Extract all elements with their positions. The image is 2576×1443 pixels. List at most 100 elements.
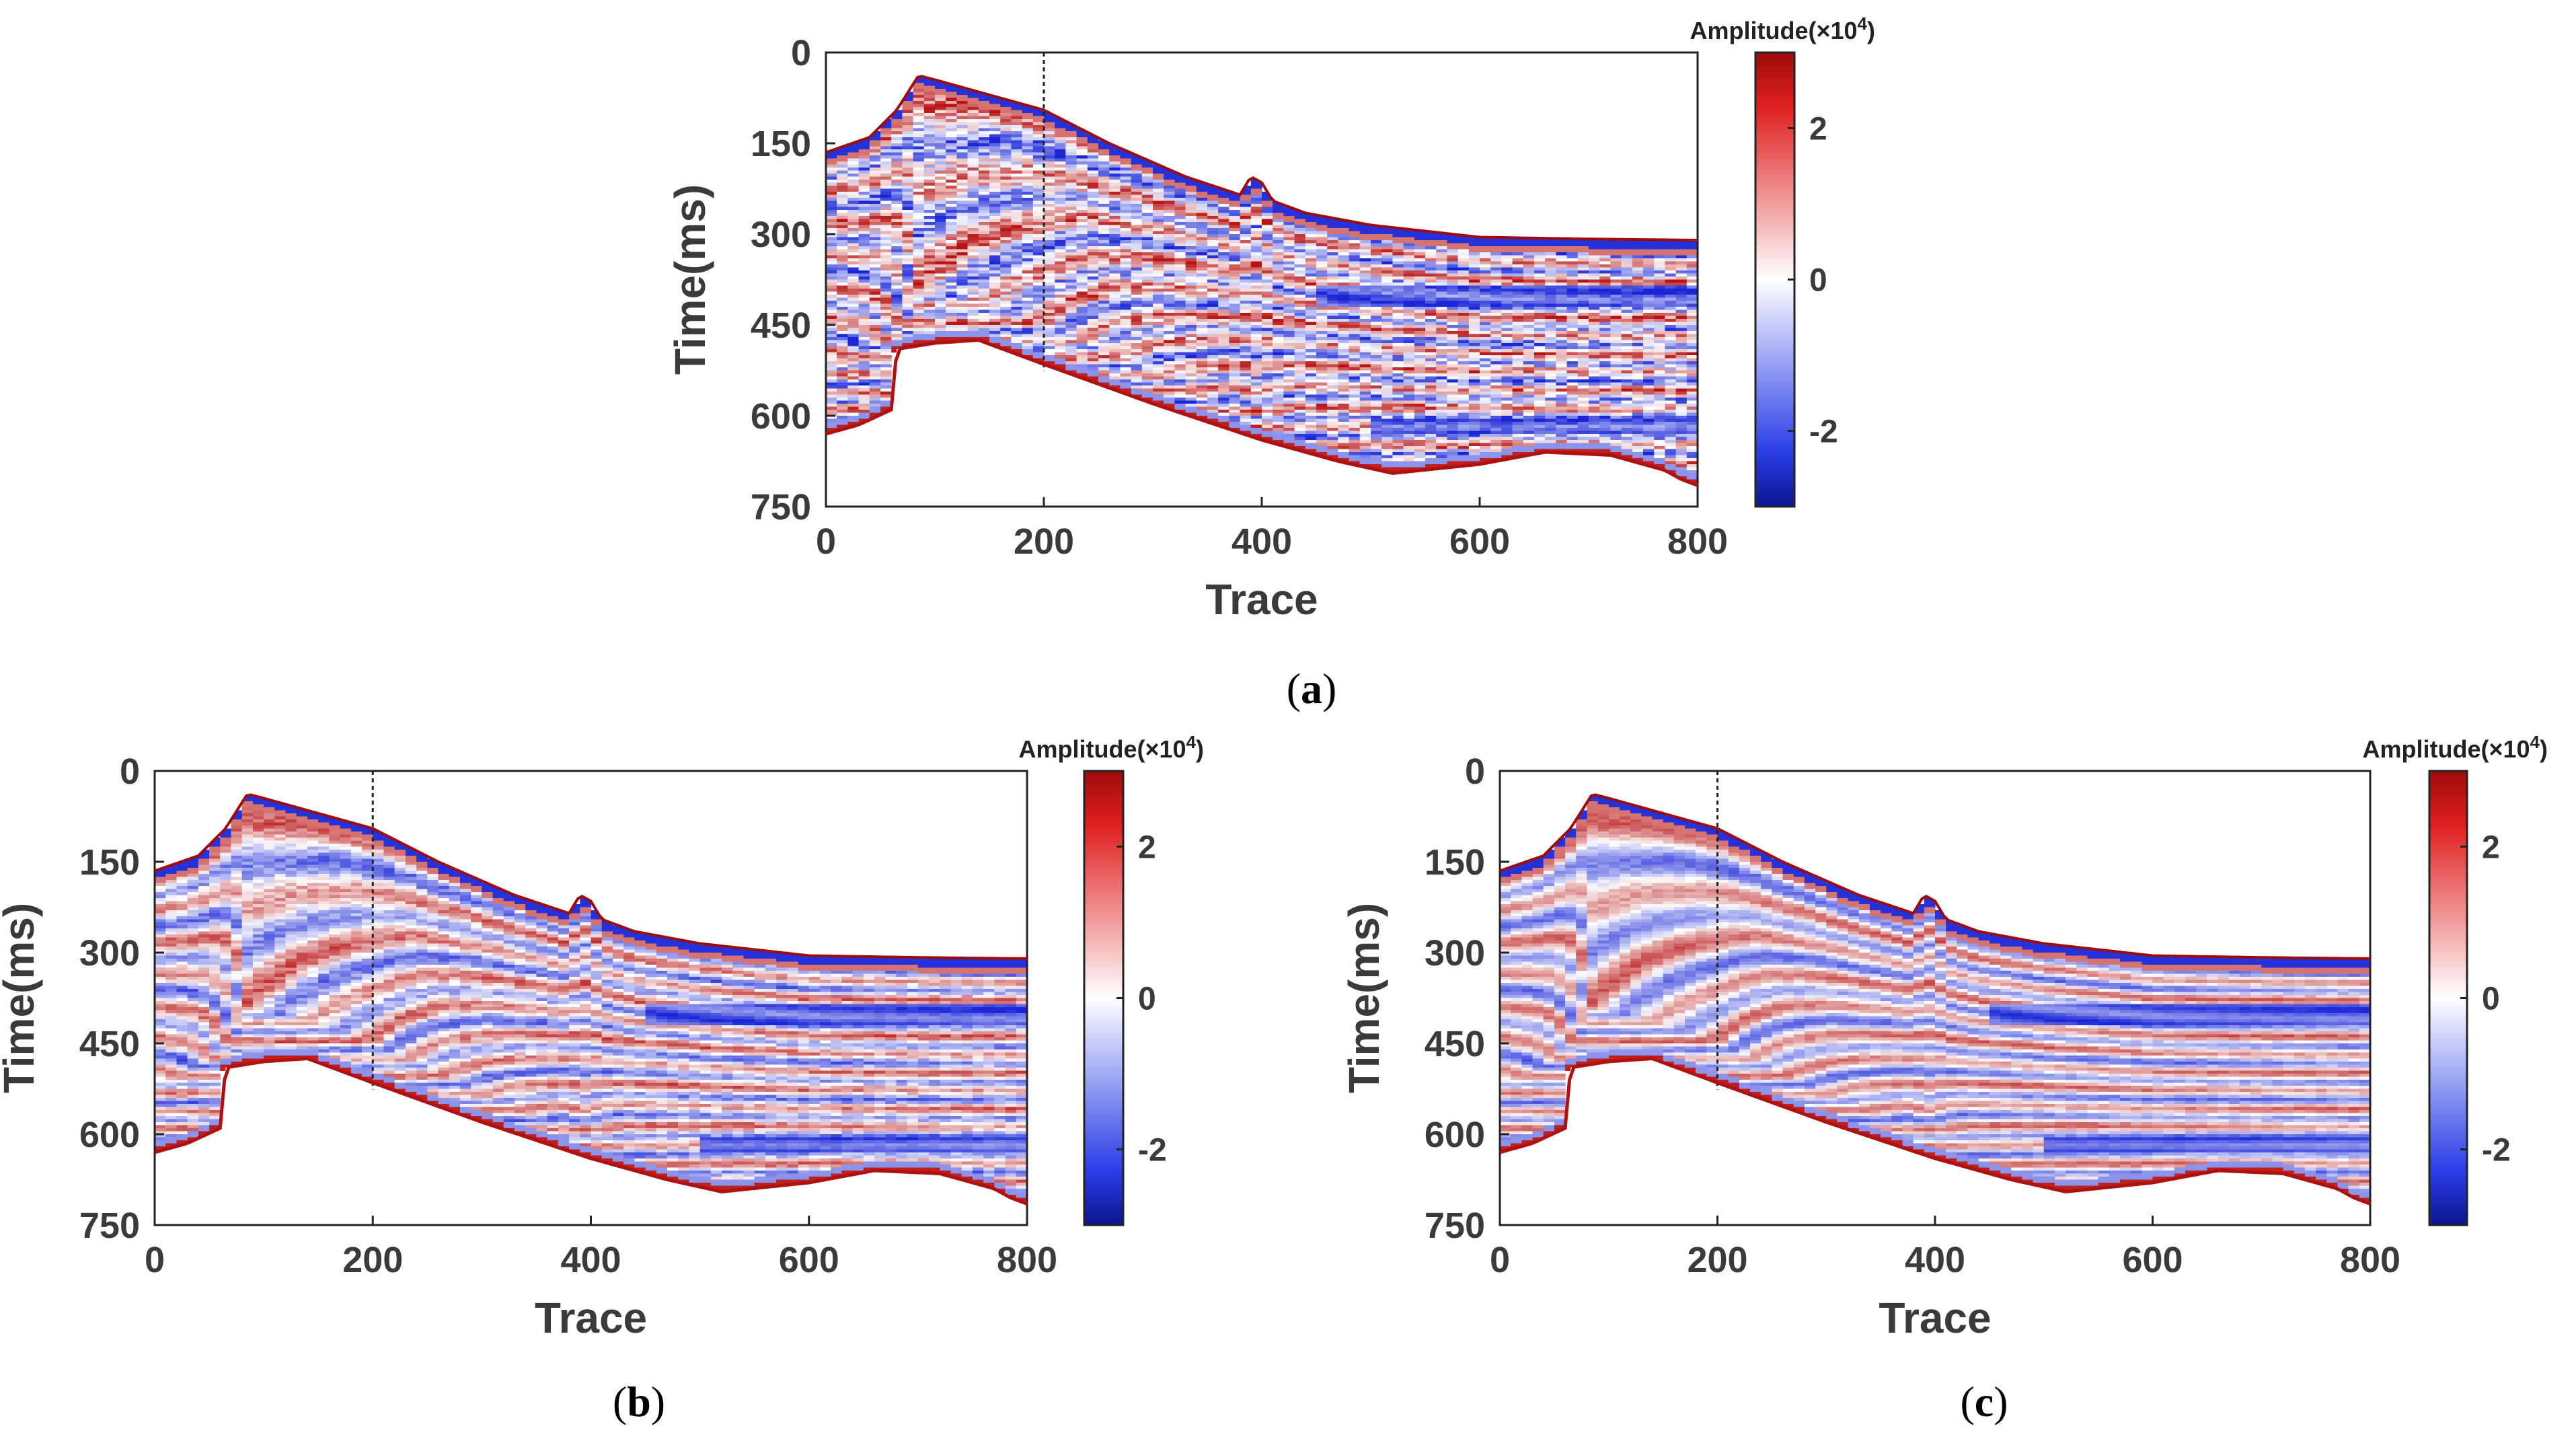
panel-a-section-cell <box>902 331 914 335</box>
panel-a-section-cell <box>1044 301 1055 305</box>
panel-a-section-cell <box>1381 352 1393 356</box>
panel-a-section-cell <box>1316 291 1328 295</box>
panel-a-section-cell <box>1185 207 1197 211</box>
panel-a-section-cell <box>1098 258 1110 262</box>
panel-a-section-cell <box>1022 128 1034 132</box>
panel-a-section-cell <box>1141 200 1153 205</box>
panel-a-section-cell <box>837 313 848 317</box>
panel-a-section-cell <box>869 231 881 235</box>
panel-a-section-cell <box>1098 207 1110 211</box>
panel-a-section-cell <box>923 322 936 326</box>
panel-a-section-cell <box>1283 346 1295 350</box>
panel-a-section-cell <box>1174 252 1186 256</box>
panel-a-section-cell <box>1273 370 1284 374</box>
panel-a-section-cell <box>1011 122 1023 126</box>
panel-a-section-cell <box>1141 255 1153 259</box>
panel-a-section-cell <box>1032 325 1045 329</box>
panel-a-section-cell <box>1164 204 1175 208</box>
panel-a-section-cell <box>1250 261 1262 265</box>
panel-a-section-cell <box>1207 394 1219 398</box>
panel-a-section-cell <box>1055 328 1066 332</box>
panel-a-section-cell <box>1447 352 1459 356</box>
panel-a-section-cell <box>1294 412 1306 416</box>
panel-a-section-cell <box>923 231 936 235</box>
panel-a-section-cell <box>1207 322 1219 326</box>
panel-a-section-cell <box>1044 328 1055 332</box>
panel-a-section-cell <box>1425 446 1437 450</box>
panel-a-section-cell <box>1044 349 1055 353</box>
panel-a-section-cell <box>858 164 870 168</box>
panel-a-section-cell <box>1164 331 1175 335</box>
panel-a-section-cell <box>1338 255 1350 259</box>
panel-a-section-cell <box>1457 370 1470 374</box>
panel-a-section-cell <box>1065 204 1077 208</box>
panel-a-section-cell <box>869 406 881 410</box>
panel-a-section-cell <box>956 273 969 277</box>
panel-a-section-cell <box>1087 285 1099 289</box>
panel-a-section-cell <box>1120 270 1132 274</box>
panel-a-section-cell <box>935 168 946 172</box>
panel-a-section-cell <box>858 309 870 313</box>
panel-a-section-cell <box>1381 246 1393 250</box>
panel-a-section-cell <box>1022 273 1034 277</box>
panel-a-section-cell <box>1087 240 1099 244</box>
panel-a-section-cell <box>1392 394 1404 398</box>
panel-a-section-cell <box>1174 198 1186 202</box>
panel-a-section-cell <box>1457 379 1470 383</box>
panel-a-section-cell <box>880 297 892 301</box>
panel-a-section-cell <box>826 331 837 335</box>
panel-a-section-cell <box>891 303 903 307</box>
panel-a-section-cell <box>1065 186 1077 190</box>
panel-a-section-cell <box>1371 231 1382 235</box>
panel-a-section-cell <box>1294 231 1306 235</box>
panel-a-section-cell <box>847 152 860 156</box>
panel-a-section-cell <box>978 279 990 283</box>
panel-a-section-cell <box>1436 412 1447 416</box>
panel-a-section-cell <box>1240 258 1252 262</box>
panel-a-section-cell <box>1087 289 1099 293</box>
panel-a-section-cell <box>858 316 870 320</box>
panel-a-section-cell <box>923 204 936 208</box>
panel-a-section-cell <box>902 194 914 198</box>
panel-a-section-cell <box>946 261 957 265</box>
panel-a-section-cell <box>1022 216 1034 220</box>
panel-a-section-cell <box>1196 261 1208 265</box>
panel-a-section-cell <box>1250 428 1262 432</box>
panel-a-section-cell <box>1065 198 1077 202</box>
panel-a-section-cell <box>1414 418 1426 422</box>
panel-a-section-cell <box>1196 192 1208 196</box>
panel-a-section-cell <box>1131 200 1143 205</box>
panel-a-section-cell <box>1076 152 1088 156</box>
panel-a-section-cell <box>1153 376 1164 380</box>
panel-a-section-cell <box>1425 422 1437 426</box>
panel-a-section-cell <box>1371 464 1382 468</box>
panel-a-section-cell <box>1338 404 1350 408</box>
panel-a-section-cell <box>1425 325 1437 329</box>
panel-a-section-cell <box>956 91 969 96</box>
panel-a-section-cell <box>1185 307 1197 311</box>
panel-a-section-cell <box>1327 455 1338 459</box>
panel-a-section-cell <box>1294 340 1306 344</box>
panel-a-section-cell <box>1436 464 1447 468</box>
panel-a-section-cell <box>1359 225 1371 229</box>
panel-a-section-cell <box>858 161 870 165</box>
panel-a-section-cell <box>913 83 925 87</box>
panel-a-section-cell <box>1022 276 1034 281</box>
panel-a-section-cell <box>967 297 979 301</box>
panel-a-section-cell <box>1403 231 1415 235</box>
panel-a-section-cell <box>880 343 892 347</box>
panel-a-section-cell <box>1447 270 1459 274</box>
panel-a-section-cell <box>1164 252 1175 256</box>
panel-a-section-cell <box>1218 194 1229 198</box>
panel-a-section-cell <box>869 283 881 287</box>
panel-a-section-cell <box>1076 246 1088 250</box>
panel-a-section-cell <box>1327 428 1338 432</box>
panel-a-section-cell <box>847 204 860 208</box>
panel-a-section-cell <box>1131 285 1143 289</box>
panel-a-section-cell <box>1065 270 1077 274</box>
panel-a-section-cell <box>1218 285 1229 289</box>
panel-a-section-cell <box>1032 170 1045 174</box>
panel-a-section-cell <box>1381 458 1393 462</box>
panel-a-section-cell <box>1065 213 1077 217</box>
panel-a-section-cell <box>1098 340 1110 344</box>
